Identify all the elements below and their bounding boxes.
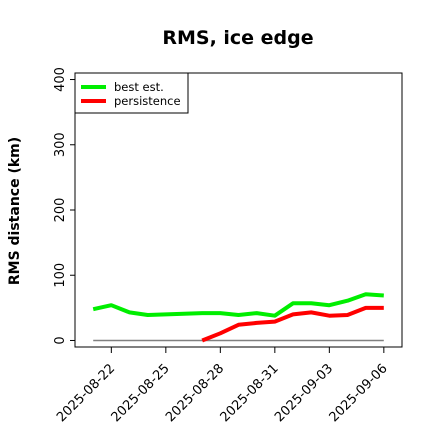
series-line-best-est <box>92 292 384 318</box>
series-line-persistence <box>201 305 384 343</box>
y-tick-label: 400 <box>53 67 68 92</box>
x-axis: 2025-08-222025-08-252025-08-282025-08-31… <box>54 347 391 425</box>
y-tick-label: 200 <box>53 198 68 223</box>
legend-box <box>74 72 189 114</box>
y-axis: 0 100 200 300 400 <box>53 67 75 345</box>
series-layer <box>92 292 384 343</box>
chart-title: RMS, ice edge <box>162 27 313 49</box>
legend: best est.persistence <box>74 72 189 114</box>
y-tick-label: 100 <box>53 263 68 288</box>
x-tick-label: 2025-09-06 <box>327 361 391 425</box>
legend-label: persistence <box>114 94 181 108</box>
y-tick-label: 300 <box>53 132 68 157</box>
legend-label: best est. <box>114 80 164 94</box>
plot-frame <box>74 72 403 348</box>
y-tick-label: 0 <box>53 336 68 344</box>
y-axis-label: RMS distance (km) <box>7 137 23 285</box>
